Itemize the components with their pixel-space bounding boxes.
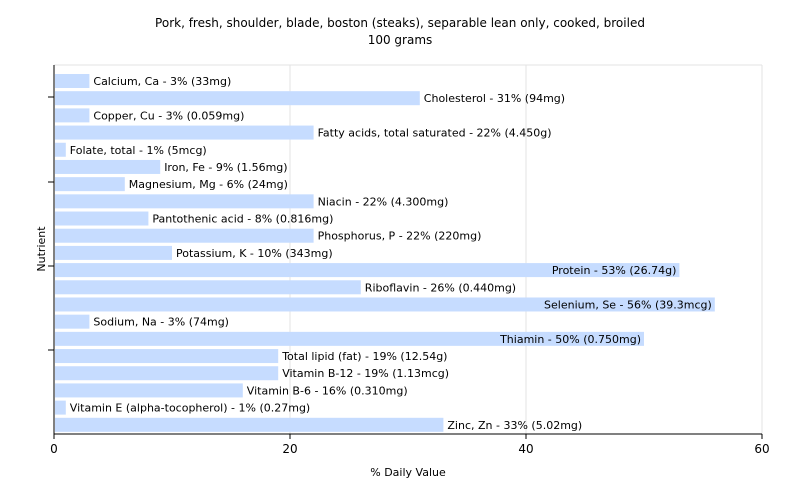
bar-label: Copper, Cu - 3% (0.059mg)	[93, 109, 244, 122]
bar	[55, 211, 149, 226]
bar	[55, 400, 66, 415]
bar-label: Vitamin B-12 - 19% (1.13mcg)	[282, 367, 449, 380]
bar	[55, 125, 314, 140]
y-axis-ticks	[48, 96, 54, 351]
bar	[55, 159, 161, 174]
bar	[55, 74, 90, 88]
bar	[55, 366, 279, 381]
x-axis-label: % Daily Value	[370, 466, 446, 479]
bar	[55, 228, 314, 243]
bar-label: Potassium, K - 10% (343mg)	[176, 247, 333, 260]
bar	[55, 91, 420, 106]
bar	[55, 331, 644, 346]
bar-label: Cholesterol - 31% (94mg)	[424, 92, 565, 105]
bar-label: Iron, Fe - 9% (1.56mg)	[164, 161, 287, 174]
bar	[55, 349, 279, 364]
x-tick-label: 60	[754, 442, 769, 456]
bar	[55, 314, 90, 329]
bar-label: Thiamin - 50% (0.750mg)	[499, 333, 641, 346]
chart-subtitle: 100 grams	[368, 33, 433, 47]
bar-label: Magnesium, Mg - 6% (24mg)	[129, 178, 288, 191]
bar-label: Selenium, Se - 56% (39.3mcg)	[544, 298, 712, 311]
bar	[55, 194, 314, 209]
bar	[55, 263, 680, 278]
bar-label: Phosphorus, P - 22% (220mg)	[318, 230, 482, 243]
x-tick-label: 0	[50, 442, 58, 456]
bar	[55, 142, 66, 157]
gridlines	[54, 64, 763, 434]
bars-group: Calcium, Ca - 3% (33mg) Cholesterol - 31%…	[55, 74, 715, 432]
bar-label: Vitamin E (alpha-tocopherol) - 1% (0.27m…	[70, 402, 310, 415]
bar-label: Pantothenic acid - 8% (0.816mg)	[152, 213, 333, 226]
bar-label: Calcium, Ca - 3% (33mg)	[93, 75, 231, 88]
bar	[55, 177, 125, 192]
x-tick-label: 40	[518, 442, 533, 456]
x-tick-label: 20	[282, 442, 297, 456]
bar	[55, 383, 243, 398]
bar-label: Niacin - 22% (4.300mg)	[318, 195, 449, 208]
bar-label: Riboflavin - 26% (0.440mg)	[365, 281, 516, 294]
x-axis-ticks: 0 20 40 60	[50, 434, 770, 456]
bar-label: Zinc, Zn - 33% (5.02mg)	[447, 419, 582, 432]
bar	[55, 108, 90, 123]
bar-label: Fatty acids, total saturated - 22% (4.45…	[318, 127, 552, 140]
chart-title: Pork, fresh, shoulder, blade, boston (st…	[155, 16, 645, 30]
bar-label: Total lipid (fat) - 19% (12.54g)	[281, 350, 447, 363]
bar	[55, 245, 172, 260]
bar	[55, 417, 444, 432]
bar-label: Vitamin B-6 - 16% (0.310mg)	[247, 384, 408, 397]
y-axis-label: Nutrient	[35, 226, 48, 272]
bar	[55, 297, 715, 312]
bar-label: Protein - 53% (26.74g)	[552, 264, 677, 277]
bar	[55, 280, 361, 295]
bar-label: Sodium, Na - 3% (74mg)	[93, 316, 229, 329]
bar-label: Folate, total - 1% (5mcg)	[70, 144, 207, 157]
